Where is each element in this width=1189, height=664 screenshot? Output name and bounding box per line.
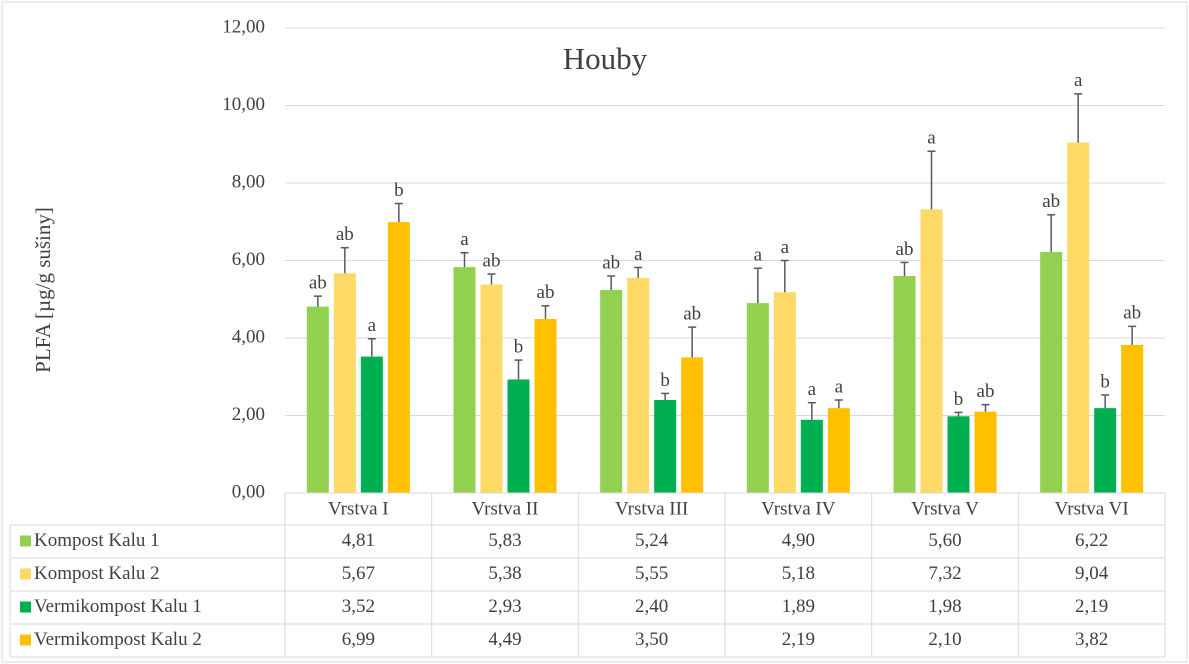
bar	[306, 306, 329, 493]
x-tick-label: Vrstva IV	[761, 498, 836, 519]
table-value: 4,81	[342, 530, 375, 551]
legend-swatch	[20, 568, 31, 580]
significance-letter: ab	[896, 239, 914, 260]
significance-letter: ab	[336, 224, 354, 245]
y-tick-label: 10,00	[222, 94, 265, 115]
table-value: 5,55	[635, 563, 668, 584]
table-value: 5,18	[782, 563, 815, 584]
bar	[360, 356, 383, 493]
bar	[920, 209, 943, 493]
table-value: 1,98	[928, 596, 961, 617]
legend-swatch	[20, 634, 31, 646]
table-value: 5,67	[342, 563, 375, 584]
legend-label: Vermikompost Kalu 2	[34, 629, 202, 650]
bar	[681, 357, 704, 493]
legend-label: Kompost Kalu 2	[34, 563, 160, 584]
significance-letter: a	[1074, 70, 1083, 91]
bar	[333, 273, 356, 493]
significance-letter: b	[394, 180, 404, 201]
bar	[1067, 142, 1090, 493]
significance-letter: a	[368, 315, 377, 336]
significance-letter: ab	[1042, 191, 1060, 212]
x-tick-label: Vrstva I	[328, 498, 389, 519]
legend-label: Kompost Kalu 1	[34, 530, 160, 551]
table-value: 2,10	[928, 629, 961, 650]
y-tick-label: 2,00	[232, 404, 265, 425]
significance-letter: a	[927, 128, 936, 149]
x-tick-label: Vrstva III	[615, 498, 688, 519]
bar	[746, 303, 769, 493]
significance-letter: b	[514, 336, 524, 357]
significance-letter: a	[808, 379, 817, 400]
bar	[893, 276, 916, 493]
legend-swatch	[20, 601, 31, 613]
table-value: 5,83	[488, 530, 521, 551]
bar	[600, 289, 623, 493]
table-value: 3,50	[635, 629, 668, 650]
significance-letter: b	[660, 370, 670, 391]
bar	[773, 292, 796, 493]
bar	[627, 277, 650, 493]
table-value: 5,38	[488, 563, 521, 584]
significance-letter: b	[954, 389, 964, 410]
table-value: 5,24	[635, 530, 669, 551]
significance-letter: b	[1100, 371, 1110, 392]
table-value: 4,90	[782, 530, 815, 551]
bar	[453, 267, 476, 493]
bar	[480, 284, 503, 493]
table-value: 6,99	[342, 629, 375, 650]
significance-letter: ab	[977, 381, 995, 402]
significance-letter: ab	[683, 304, 701, 325]
x-tick-label: Vrstva VI	[1055, 498, 1129, 519]
bar	[654, 400, 677, 493]
legend-label: Vermikompost Kalu 1	[34, 596, 202, 617]
table-value: 2,93	[488, 596, 521, 617]
bar	[800, 419, 823, 493]
bar	[387, 222, 410, 493]
significance-letter: ab	[483, 250, 501, 271]
bar	[1121, 344, 1144, 493]
bar	[1094, 408, 1117, 493]
x-tick-label: Vrstva V	[911, 498, 979, 519]
table-value: 3,82	[1075, 629, 1108, 650]
significance-letter: ab	[309, 273, 327, 294]
x-tick-label: Vrstva II	[472, 498, 539, 519]
table-value: 6,22	[1075, 530, 1108, 551]
table-value: 4,49	[488, 629, 521, 650]
significance-letter: ab	[537, 282, 555, 303]
y-tick-label: 0,00	[232, 481, 265, 502]
legend-swatch	[20, 535, 31, 547]
table-value: 5,60	[928, 530, 961, 551]
bar	[827, 408, 850, 493]
bar	[534, 319, 557, 493]
bar	[507, 379, 530, 493]
y-tick-label: 8,00	[232, 171, 265, 192]
significance-letter: a	[460, 229, 469, 250]
table-value: 1,89	[782, 596, 815, 617]
significance-letter: ab	[602, 252, 620, 273]
bar	[947, 416, 970, 493]
table-value: 2,19	[1075, 596, 1108, 617]
table-value: 3,52	[342, 596, 375, 617]
y-tick-label: 12,00	[222, 16, 265, 37]
significance-letter: ab	[1123, 303, 1141, 324]
significance-letter: a	[781, 237, 790, 258]
table-value: 2,40	[635, 596, 668, 617]
significance-letter: a	[835, 376, 844, 397]
bar	[1040, 251, 1063, 493]
chart-title: Houby	[563, 41, 648, 76]
table-value: 9,04	[1075, 563, 1109, 584]
y-axis-label: PLFA [µg/g sušiny]	[31, 207, 55, 373]
significance-letter: a	[634, 244, 643, 265]
significance-letter: a	[754, 245, 763, 266]
bar	[974, 411, 997, 493]
y-tick-label: 4,00	[232, 326, 265, 347]
table-value: 2,19	[782, 629, 815, 650]
table-value: 7,32	[928, 563, 961, 584]
y-tick-label: 6,00	[232, 249, 265, 270]
